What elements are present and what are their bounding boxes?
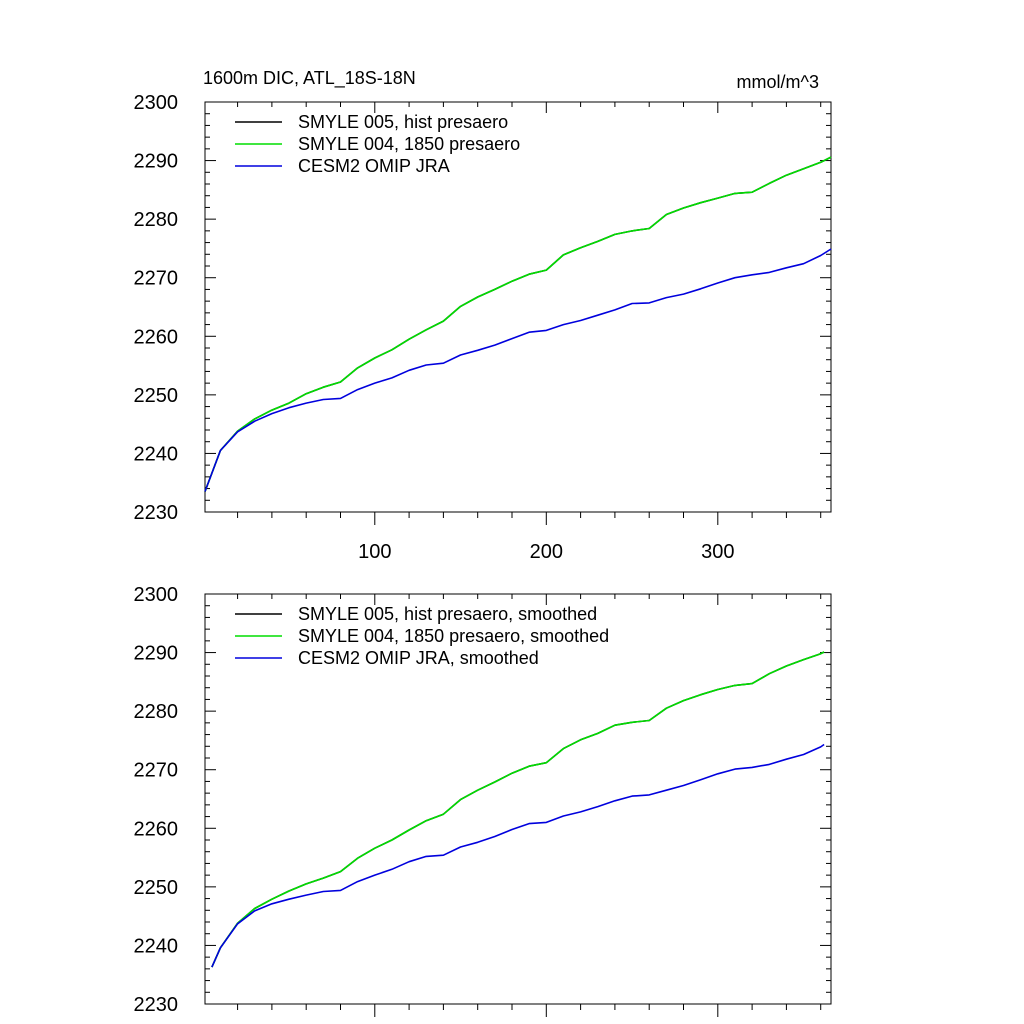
- y-tick-label: 2260: [134, 326, 179, 348]
- x-tick-label: 300: [701, 541, 734, 563]
- x-tick-label: 100: [358, 541, 391, 563]
- y-tick-label: 2300: [134, 92, 179, 114]
- top-plot-area: 2230 2240 2250 2260 2270 2280 2290 2300 100 200 30…: [134, 92, 832, 563]
- series-line-2: [204, 156, 832, 492]
- y-tick-label: 2240: [134, 443, 179, 465]
- series-line-3: [204, 248, 832, 492]
- y-tick-label: 2270: [134, 760, 179, 782]
- plot-frame: [204, 593, 832, 1005]
- bottom-plot-area: 2230 2240 2250 2260 2270 2280 2290 2300 SMYLE 00…: [134, 584, 832, 1017]
- y-tick-label: 2290: [134, 643, 179, 665]
- y-tick-label: 2250: [134, 877, 179, 899]
- bottom-panel: 2230 2240 2250 2260 2270 2280 2290 2300 SMYLE 00…: [134, 584, 832, 1017]
- y-tick-label: 2280: [134, 701, 179, 723]
- y-tick-label: 2260: [134, 818, 179, 840]
- y-tick-label: 2290: [134, 151, 179, 173]
- series-line-2: [211, 651, 825, 968]
- y-tick-label: 2230: [134, 502, 179, 524]
- legend-label: CESM2 OMIP JRA: [298, 156, 450, 176]
- y-tick-label: 2300: [134, 584, 179, 606]
- x-tick-label: 200: [530, 541, 563, 563]
- legend-label: SMYLE 005, hist presaero: [298, 112, 508, 132]
- series-line-3: [211, 743, 825, 968]
- legend-label: SMYLE 004, 1850 presaero: [298, 134, 520, 154]
- y-tick-label: 2270: [134, 268, 179, 290]
- units-label: mmol/m^3: [737, 72, 819, 92]
- legend-label: SMYLE 004, 1850 presaero, smoothed: [298, 626, 609, 646]
- legend-label: CESM2 OMIP JRA, smoothed: [298, 648, 539, 668]
- y-tick-label: 2240: [134, 935, 179, 957]
- chart-title: 1600m DIC, ATL_18S-18N: [203, 68, 416, 89]
- y-tick-label: 2230: [134, 994, 179, 1016]
- top-panel: 1600m DIC, ATL_18S-18N mmol/m^3 2230 2240…: [134, 68, 832, 563]
- y-tick-label: 2250: [134, 385, 179, 407]
- plot-frame: [204, 101, 832, 513]
- y-tick-label: 2280: [134, 209, 179, 231]
- legend-label: SMYLE 005, hist presaero, smoothed: [298, 604, 597, 624]
